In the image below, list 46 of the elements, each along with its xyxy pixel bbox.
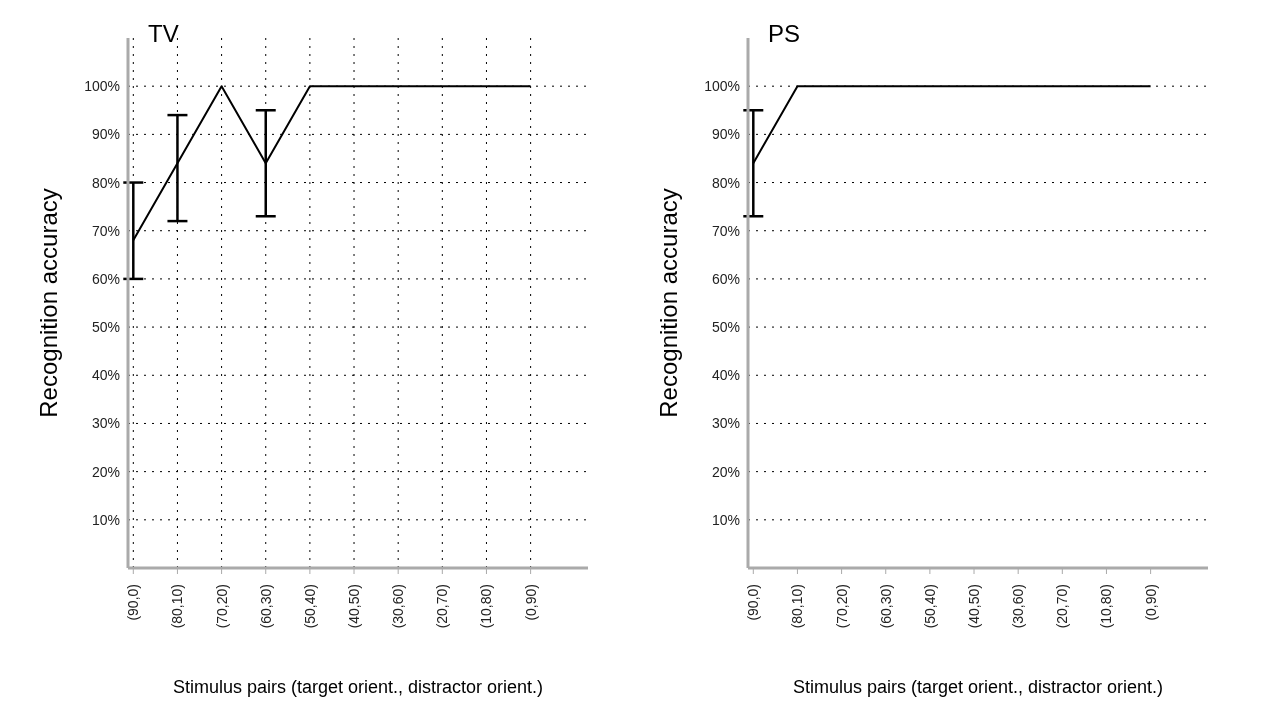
y-tick-label: 50% bbox=[711, 319, 740, 336]
y-tick-label: 70% bbox=[711, 222, 740, 239]
y-tick-label: 90% bbox=[91, 126, 120, 143]
y-tick-label: 30% bbox=[711, 415, 740, 432]
y-tick-label: 100% bbox=[704, 78, 740, 95]
y-tick-label: 100% bbox=[84, 78, 120, 95]
y-tick-label: 80% bbox=[711, 174, 740, 191]
x-axis-title: Stimulus pairs (target orient., distractor orient.) bbox=[172, 677, 544, 697]
y-tick-label: 60% bbox=[91, 270, 120, 287]
x-tick-label: (80,10) bbox=[169, 584, 186, 629]
y-tick-label: 30% bbox=[91, 415, 120, 432]
y-tick-label: 40% bbox=[91, 367, 120, 384]
y-tick-label: 10% bbox=[91, 511, 120, 528]
y-tick-label: 20% bbox=[711, 463, 740, 480]
x-tick-label: (20,70) bbox=[1054, 584, 1071, 629]
y-tick-label: 70% bbox=[91, 222, 120, 239]
x-tick-label: (0,90) bbox=[1142, 584, 1159, 621]
x-tick-label: (50,40) bbox=[301, 584, 318, 629]
x-tick-label: (30,60) bbox=[1010, 584, 1027, 629]
x-tick-label: (0,90) bbox=[522, 584, 539, 621]
x-tick-label: (60,30) bbox=[257, 584, 274, 629]
x-tick-label: (90,0) bbox=[125, 584, 142, 621]
x-tick-label: (20,70) bbox=[434, 584, 451, 629]
y-tick-label: 10% bbox=[711, 511, 740, 528]
y-tick-label: 60% bbox=[711, 270, 740, 287]
chart-title: TV bbox=[148, 20, 179, 48]
x-tick-label: (80,10) bbox=[789, 584, 806, 629]
x-tick-label: (10,80) bbox=[1098, 584, 1115, 629]
x-tick-label: (10,80) bbox=[478, 584, 495, 629]
x-tick-label: (90,0) bbox=[745, 584, 762, 621]
x-tick-label: (70,20) bbox=[213, 584, 230, 629]
y-axis-title: Recognition accuracy bbox=[654, 188, 682, 418]
y-tick-label: 80% bbox=[91, 174, 120, 191]
y-tick-label: 20% bbox=[91, 463, 120, 480]
y-tick-label: 90% bbox=[711, 126, 740, 143]
x-tick-label: (40,50) bbox=[346, 584, 363, 629]
x-tick-label: (60,30) bbox=[877, 584, 894, 629]
x-tick-label: (50,40) bbox=[921, 584, 938, 629]
x-axis-title: Stimulus pairs (target orient., distractor orient.) bbox=[792, 677, 1164, 697]
x-tick-label: (30,60) bbox=[390, 584, 407, 629]
y-tick-label: 40% bbox=[711, 367, 740, 384]
chart-title: PS bbox=[768, 20, 801, 48]
x-tick-label: (40,50) bbox=[966, 584, 983, 629]
y-axis-title: Recognition accuracy bbox=[34, 188, 62, 418]
y-tick-label: 50% bbox=[91, 319, 120, 336]
x-tick-label: (70,20) bbox=[833, 584, 850, 629]
